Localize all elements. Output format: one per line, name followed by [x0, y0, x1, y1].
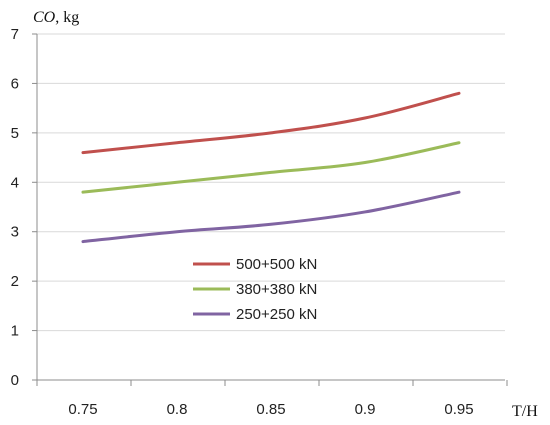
y-tick-label: 6 — [11, 75, 19, 92]
axes: 0 1 2 3 4 5 6 7 0.75 0.8 0.85 0.9 0.95 — [11, 26, 508, 418]
y-tick-label: 4 — [11, 174, 19, 191]
legend: 500+500 kN 380+380 kN 250+250 kN — [193, 256, 317, 323]
y-tick-label: 2 — [11, 273, 19, 290]
x-tick-label: 0.95 — [444, 401, 473, 418]
legend-label: 250+250 kN — [236, 306, 317, 323]
legend-label: 500+500 kN — [236, 256, 317, 273]
y-tick-label: 3 — [11, 224, 19, 241]
series-line — [81, 141, 461, 194]
y-tick-label: 5 — [11, 125, 19, 142]
x-tick-label: 0.75 — [68, 401, 97, 418]
y-tick-label: 0 — [11, 372, 19, 389]
x-axis-label: T/H — [512, 403, 538, 420]
x-tick-label: 0.85 — [256, 401, 285, 418]
y-tick-label: 1 — [11, 323, 19, 340]
series-lines — [81, 91, 461, 244]
y-axis-label: CO, kg — [33, 9, 79, 26]
x-tick-label: 0.9 — [355, 401, 376, 418]
y-tick-label: 7 — [11, 26, 19, 43]
series-line — [81, 190, 461, 244]
series-line — [81, 91, 461, 155]
x-tick-label: 0.8 — [167, 401, 188, 418]
legend-label: 380+380 kN — [236, 281, 317, 298]
